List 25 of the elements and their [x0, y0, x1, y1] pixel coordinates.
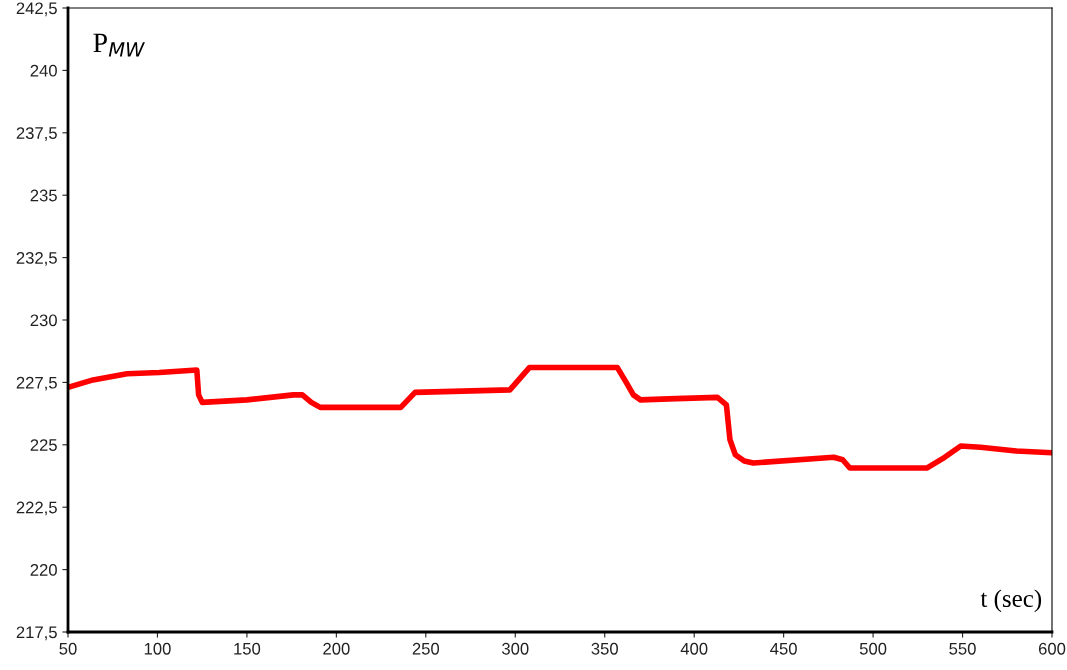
x-tick-label: 500: [859, 642, 887, 655]
x-tick-label: 150: [234, 642, 261, 655]
x-tick-label: 400: [680, 642, 708, 655]
y-tick-label: 220: [30, 564, 57, 576]
x-tick-label: 550: [949, 642, 976, 655]
x-tick-label: 250: [412, 642, 440, 655]
y-tick-label: 240: [30, 64, 57, 77]
x-tick-label: 450: [770, 642, 797, 655]
y-axis-title: P$_{MW}$: [93, 33, 145, 57]
x-tick-label: 350: [591, 642, 618, 655]
x-tick-label: 300: [502, 642, 529, 655]
y-tick-label: 242,5: [16, 2, 57, 17]
y-tick-label: 235: [30, 189, 57, 202]
y-tick-label: 237,5: [16, 127, 57, 141]
y-tick-label: 232,5: [16, 252, 57, 266]
y-tick-label: 230: [30, 314, 57, 327]
x-tick-label: 600: [1038, 642, 1066, 655]
x-tick-label: 50: [59, 642, 77, 655]
x-tick-label: 100: [144, 642, 171, 655]
y-tick-label: 217,5: [16, 626, 57, 641]
x-axis-title: t (sec): [980, 589, 1042, 613]
y-tick-label: 227,5: [16, 376, 57, 391]
x-tick-label: 200: [323, 642, 350, 655]
y-tick-label: 225: [30, 439, 57, 451]
y-tick-label: 222,5: [16, 501, 57, 516]
